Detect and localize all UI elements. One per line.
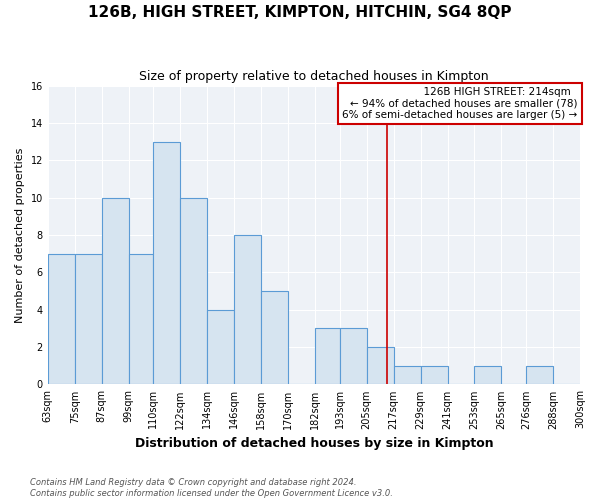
Bar	[421, 366, 448, 384]
Text: 126B, HIGH STREET, KIMPTON, HITCHIN, SG4 8QP: 126B, HIGH STREET, KIMPTON, HITCHIN, SG4…	[88, 5, 512, 20]
Bar	[207, 310, 234, 384]
Bar	[75, 254, 101, 384]
Y-axis label: Number of detached properties: Number of detached properties	[15, 148, 25, 322]
Bar	[180, 198, 207, 384]
X-axis label: Distribution of detached houses by size in Kimpton: Distribution of detached houses by size …	[134, 437, 493, 450]
Bar	[154, 142, 180, 384]
Title: Size of property relative to detached houses in Kimpton: Size of property relative to detached ho…	[139, 70, 489, 83]
Bar	[394, 366, 421, 384]
Bar	[526, 366, 553, 384]
Bar	[234, 235, 261, 384]
Bar	[48, 254, 75, 384]
Bar	[340, 328, 367, 384]
Bar	[101, 198, 128, 384]
Text: Contains HM Land Registry data © Crown copyright and database right 2024.
Contai: Contains HM Land Registry data © Crown c…	[30, 478, 393, 498]
Bar	[367, 347, 394, 385]
Text: 126B HIGH STREET: 214sqm  
← 94% of detached houses are smaller (78)
6% of semi-: 126B HIGH STREET: 214sqm ← 94% of detach…	[342, 87, 577, 120]
Bar	[261, 291, 288, 384]
Bar	[128, 254, 154, 384]
Bar	[475, 366, 502, 384]
Bar	[315, 328, 340, 384]
